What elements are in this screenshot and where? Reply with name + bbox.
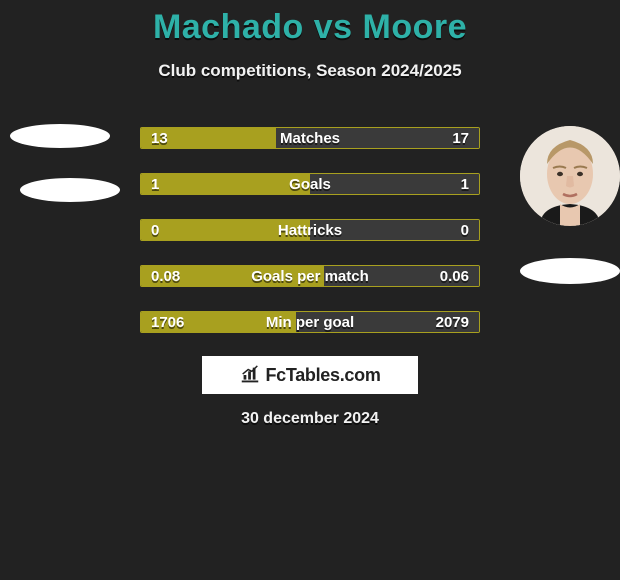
stat-bars: 13 Matches 17 1 Goals 1 0 Hattricks 0 0.… [140,127,480,357]
val-left: 1706 [151,312,184,333]
val-left: 1 [151,174,159,195]
stat-label: Matches [280,128,340,149]
player1-badge [20,178,120,202]
bar-left [141,174,310,194]
stat-label: Goals [289,174,331,195]
stat-row: 1706 Min per goal 2079 [140,311,480,333]
stat-row: 0.08 Goals per match 0.06 [140,265,480,287]
player2-avatar [520,126,620,226]
stat-row: 1 Goals 1 [140,173,480,195]
val-right: 17 [452,128,469,149]
val-left: 0.08 [151,266,180,287]
val-right: 0 [461,220,469,241]
stat-label: Goals per match [251,266,369,287]
date-text: 30 december 2024 [241,410,379,428]
stat-row: 13 Matches 17 [140,127,480,149]
player1-avatar [10,124,110,148]
val-left: 0 [151,220,159,241]
brand-badge: FcTables.com [202,356,418,394]
brand-text: FcTables.com [265,365,380,386]
bar-right [310,174,479,194]
val-right: 1 [461,174,469,195]
subtitle: Club competitions, Season 2024/2025 [0,61,620,81]
chart-icon [239,364,261,386]
stat-label: Min per goal [266,312,354,333]
stat-label: Hattricks [278,220,342,241]
player2-badge [520,258,620,284]
val-right: 2079 [436,312,469,333]
val-right: 0.06 [440,266,469,287]
page-title: Machado vs Moore [0,0,620,47]
val-left: 13 [151,128,168,149]
stat-row: 0 Hattricks 0 [140,219,480,241]
